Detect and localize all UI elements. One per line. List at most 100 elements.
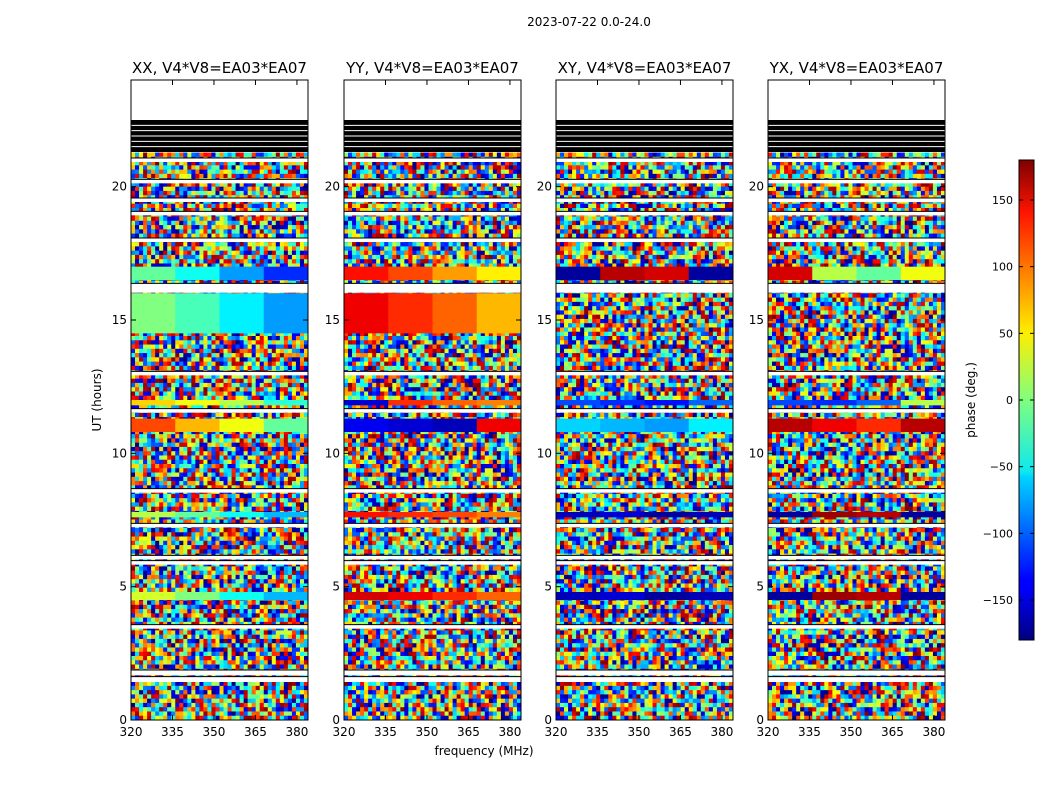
colorbar-tick-label: −150 — [983, 594, 1013, 607]
y-axis-label: UT (hours) — [90, 368, 104, 431]
phase-band — [344, 400, 522, 405]
flagged-row — [556, 198, 733, 202]
y-tick-label: 15 — [325, 313, 340, 327]
y-tick-label: 10 — [749, 446, 764, 460]
flagged-row — [556, 555, 733, 559]
flagged-row — [131, 198, 308, 202]
flagged-row — [344, 158, 521, 162]
flagged-row — [344, 371, 521, 375]
panel-title: YX, V4*V8=EA03*EA07 — [769, 59, 944, 77]
x-tick-label: 335 — [161, 725, 184, 739]
y-tick-label: 15 — [537, 313, 552, 327]
empty-region — [768, 80, 945, 117]
colorbar-tick-label: 50 — [999, 327, 1013, 340]
flagged-row — [768, 158, 945, 162]
flagged-row — [131, 625, 308, 629]
y-tick-label: 5 — [756, 580, 764, 594]
flagged-row — [131, 371, 308, 375]
colorbar-tick-label: −50 — [990, 461, 1013, 474]
flagged-row — [556, 283, 733, 287]
phase-band — [131, 400, 309, 405]
flagged-row — [768, 238, 945, 242]
y-tick-label: 5 — [544, 580, 552, 594]
x-axis-label: frequency (MHz) — [434, 744, 533, 758]
phase-band — [556, 419, 734, 432]
flagged-row — [131, 677, 308, 681]
phase-band — [344, 419, 522, 432]
flagged-row — [768, 409, 945, 413]
y-tick-label: 15 — [749, 313, 764, 327]
x-tick-label: 335 — [798, 725, 821, 739]
phase-band — [556, 512, 734, 517]
panel-title: XX, V4*V8=EA03*EA07 — [132, 59, 307, 77]
figure: 2023-07-22 0.0-24.0 XX, V4*V8=EA03*EA073… — [0, 0, 1050, 800]
flagged-row — [556, 211, 733, 215]
flagged-row — [344, 238, 521, 242]
flagged-row — [768, 670, 945, 674]
flagged-row — [131, 561, 308, 565]
panel-title: XY, V4*V8=EA03*EA07 — [558, 59, 732, 77]
phase-band — [131, 512, 309, 517]
x-tick-label: 320 — [120, 725, 143, 739]
phase-band — [131, 419, 309, 432]
flagged-row — [556, 409, 733, 413]
flagged-row — [344, 283, 521, 287]
flagged-row — [556, 625, 733, 629]
phase-band — [556, 592, 734, 600]
flagged-row — [131, 158, 308, 162]
flagged-row — [556, 158, 733, 162]
phase-band — [344, 512, 522, 517]
flagged-row — [131, 283, 308, 287]
flagged-row — [131, 670, 308, 674]
phase-band — [556, 267, 734, 280]
y-tick-label: 10 — [112, 446, 127, 460]
x-tick-label: 365 — [669, 725, 692, 739]
x-tick-label: 335 — [374, 725, 397, 739]
x-tick-label: 380 — [922, 725, 945, 739]
x-tick-label: 320 — [545, 725, 568, 739]
phase-band — [131, 592, 309, 600]
y-tick-label: 15 — [112, 313, 127, 327]
phase-band — [344, 267, 522, 280]
empty-region — [344, 80, 521, 117]
empty-region — [131, 80, 308, 117]
flagged-row — [344, 670, 521, 674]
phase-band — [768, 419, 946, 432]
flagged-row — [556, 179, 733, 183]
x-tick-label: 365 — [244, 725, 267, 739]
flagged-row — [556, 561, 733, 565]
flagged-row — [556, 489, 733, 493]
y-tick-label: 10 — [537, 446, 552, 460]
flagged-row — [344, 625, 521, 629]
colorbar-tick-label: 100 — [992, 261, 1013, 274]
flagged-row — [768, 198, 945, 202]
flagged-row — [131, 523, 308, 527]
flagged-row — [131, 238, 308, 242]
panel-title: YY, V4*V8=EA03*EA07 — [345, 59, 519, 77]
y-tick-label: 0 — [119, 713, 127, 727]
flagged-row — [344, 179, 521, 183]
flagged-row — [344, 409, 521, 413]
flagged-row — [131, 409, 308, 413]
flagged-row — [131, 489, 308, 493]
flagged-row — [131, 179, 308, 183]
flagged-row — [768, 523, 945, 527]
flagged-row — [344, 555, 521, 559]
flagged-row — [768, 283, 945, 287]
flagged-row — [556, 371, 733, 375]
x-tick-label: 365 — [457, 725, 480, 739]
flagged-row — [556, 670, 733, 674]
flagged-row — [556, 238, 733, 242]
flagged-row — [131, 555, 308, 559]
flagged-row — [344, 561, 521, 565]
y-tick-label: 20 — [749, 180, 764, 194]
empty-region — [556, 80, 733, 117]
colorbar-tick-label: −100 — [983, 527, 1013, 540]
y-tick-label: 0 — [756, 713, 764, 727]
flagged-row — [344, 677, 521, 681]
x-tick-label: 335 — [586, 725, 609, 739]
phase-band — [768, 267, 946, 280]
